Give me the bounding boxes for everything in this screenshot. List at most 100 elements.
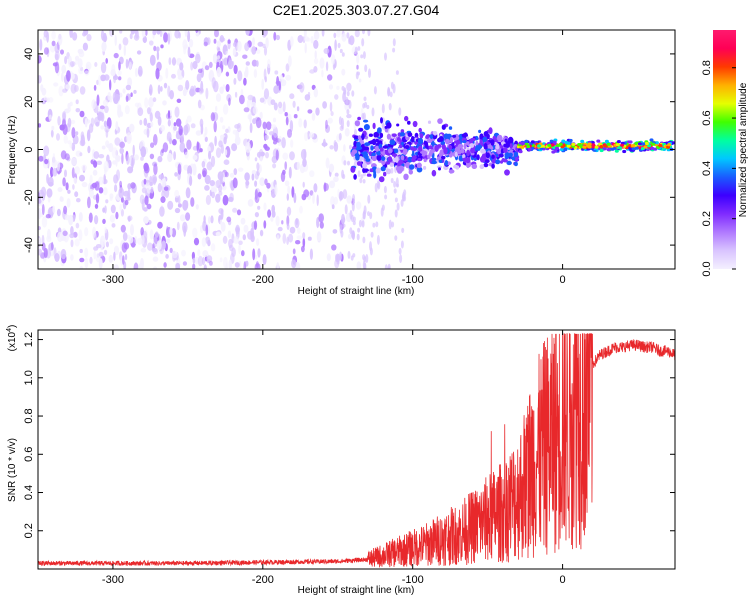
spectral-point: [479, 156, 486, 163]
spectral-point: [163, 262, 167, 268]
spectral-point: [84, 70, 89, 76]
spectral-point: [143, 216, 149, 224]
spectral-point: [276, 262, 280, 269]
spectral-point: [388, 219, 392, 230]
snr-y-ticks: 0.2 0.4 0.6 0.8 1.0 1.2: [23, 332, 675, 538]
spectral-point: [110, 204, 116, 214]
spectral-point: [606, 148, 611, 152]
colorbar-ticks: 0.0 0.2 0.4 0.6 0.8: [701, 60, 736, 277]
spectral-point: [179, 214, 186, 222]
spectral-point: [333, 141, 339, 152]
spectral-point: [445, 138, 450, 145]
spectral-point: [79, 248, 83, 254]
spectral-point: [160, 44, 164, 49]
spectral-point: [100, 30, 105, 41]
spectral-point: [100, 61, 107, 74]
spectral-point: [491, 163, 495, 169]
spectral-point: [370, 145, 374, 151]
spectral-point: [148, 97, 154, 108]
spectral-point: [391, 221, 395, 228]
spectral-point: [181, 249, 186, 257]
spectral-point: [267, 59, 271, 69]
spectral-point: [74, 191, 79, 198]
spectral-point: [267, 209, 272, 218]
spectral-point: [192, 257, 196, 264]
spectral-point: [344, 128, 350, 137]
spectral-point: [221, 58, 225, 66]
spectral-point: [153, 266, 158, 269]
spectral-point: [352, 193, 356, 203]
spectral-point: [381, 159, 386, 166]
spectral-point: [183, 124, 189, 136]
spectral-point: [201, 237, 207, 247]
spectral-point: [119, 147, 124, 154]
spectral-point: [299, 205, 303, 214]
spectral-point: [265, 121, 272, 130]
spectral-point: [192, 154, 198, 161]
spectral-point: [56, 161, 61, 172]
spectral-point: [137, 263, 144, 269]
spectral-point: [199, 148, 203, 153]
spectral-point: [316, 194, 319, 207]
spectral-point: [259, 97, 265, 103]
spectral-point: [309, 170, 315, 178]
spectral-point: [387, 86, 391, 97]
spectral-point: [236, 209, 242, 216]
x-tick-label: 0: [560, 574, 566, 586]
spectral-point: [118, 76, 122, 81]
spectral-point: [72, 32, 78, 41]
spectral-point: [313, 87, 318, 98]
spectral-point: [212, 53, 217, 64]
spectral-point: [361, 220, 365, 228]
spectral-point: [371, 138, 377, 146]
spectral-point: [103, 249, 108, 256]
spectral-point: [257, 191, 262, 198]
spectral-point: [479, 164, 485, 170]
spectral-point: [210, 112, 216, 122]
spectral-point: [395, 70, 399, 75]
spectral-point: [303, 30, 307, 39]
spectral-point: [328, 163, 335, 173]
spectral-point: [70, 119, 76, 125]
spectral-point: [257, 205, 261, 210]
spectral-point: [38, 199, 42, 204]
spectral-point: [327, 45, 332, 58]
spectral-point: [94, 203, 99, 209]
spectral-point: [48, 97, 54, 103]
spectral-point: [173, 151, 177, 161]
spectral-point: [311, 112, 316, 121]
spectral-point: [293, 192, 297, 204]
spectral-point: [313, 58, 319, 65]
spectral-point: [372, 122, 376, 130]
spectral-point: [349, 209, 353, 220]
spectral-point: [276, 234, 280, 241]
spectral-point: [119, 30, 123, 34]
spectral-point: [654, 141, 659, 145]
spectral-point: [347, 250, 351, 259]
spectral-point: [530, 140, 535, 144]
spectrogram-marks: [38, 30, 675, 269]
spectral-point: [171, 250, 178, 259]
spectral-point: [278, 80, 281, 91]
spectral-point: [122, 88, 126, 94]
spectral-point: [75, 99, 79, 105]
spectral-point: [498, 153, 504, 158]
colorbar-tick-label: 0.0: [701, 261, 713, 276]
spectral-point: [431, 169, 437, 177]
y-tick-label: 1.2: [23, 332, 35, 347]
spectral-point: [414, 132, 419, 139]
spectral-point: [121, 242, 128, 253]
spectral-point: [537, 144, 541, 148]
spectral-point: [426, 138, 433, 143]
spectral-point: [189, 175, 193, 187]
spectral-point: [186, 115, 192, 123]
spectral-point: [264, 178, 268, 186]
spectral-point: [599, 148, 604, 153]
spectral-point: [514, 161, 518, 167]
spectral-point: [566, 144, 571, 148]
spectral-point: [139, 194, 145, 205]
spectral-point: [80, 131, 85, 140]
spectral-point: [56, 133, 60, 141]
spectral-point: [213, 38, 217, 44]
colorbar-strip: [713, 30, 736, 269]
